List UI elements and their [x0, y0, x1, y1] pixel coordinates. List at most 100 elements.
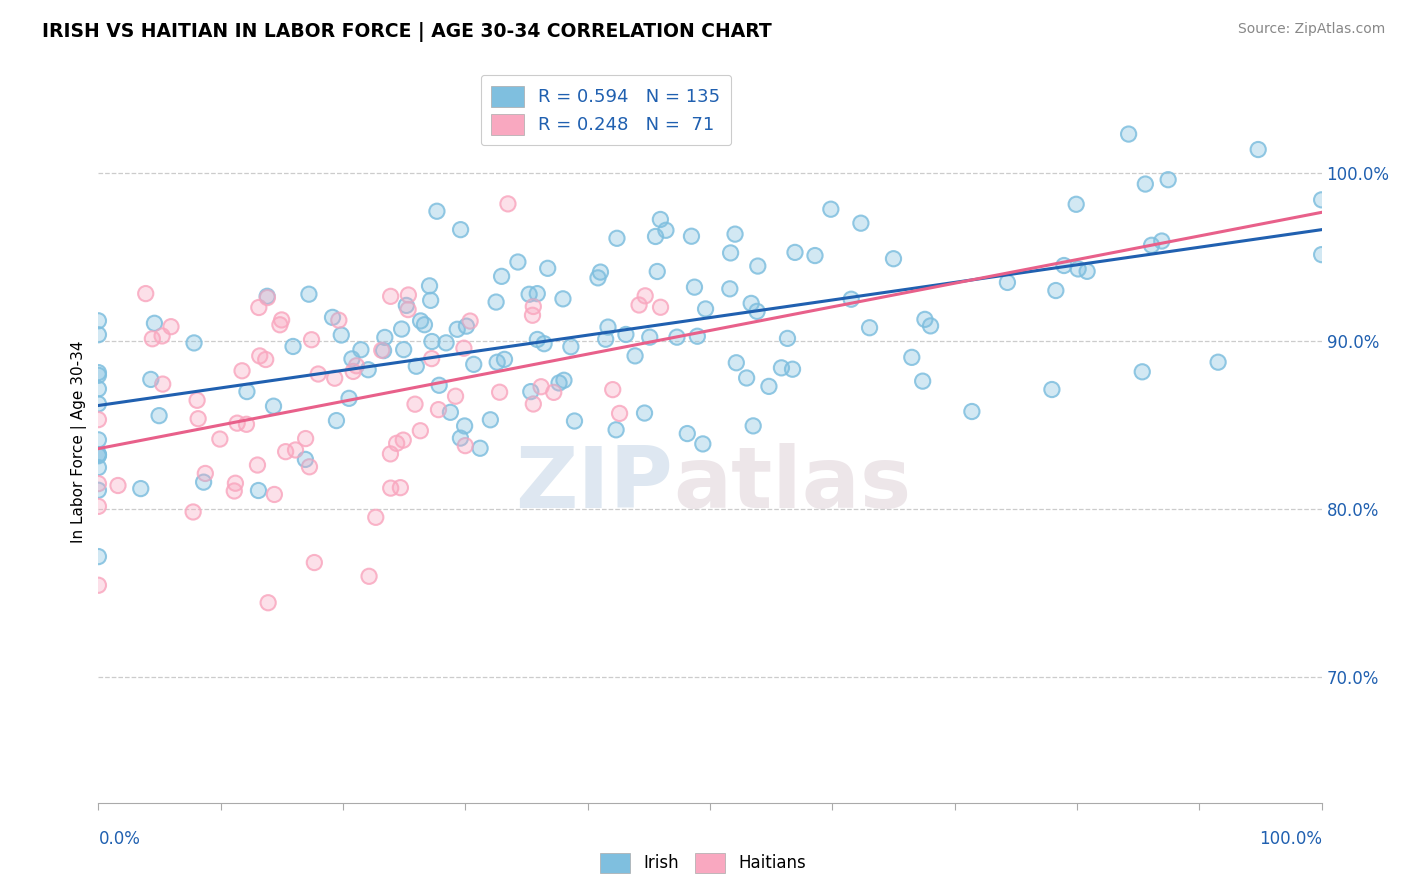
Point — [849, 216, 872, 230]
Point — [87, 397, 110, 411]
Point — [634, 289, 657, 303]
Point — [385, 436, 408, 450]
Point — [520, 384, 543, 399]
Point — [330, 328, 353, 343]
Point — [364, 510, 387, 524]
Point — [596, 320, 619, 334]
Point — [87, 476, 110, 491]
Point — [463, 357, 485, 371]
Point — [357, 569, 380, 583]
Point — [638, 330, 661, 344]
Point — [434, 335, 457, 350]
Point — [247, 301, 270, 315]
Point — [181, 505, 204, 519]
Point — [87, 578, 110, 592]
Point — [419, 293, 441, 308]
Point — [645, 264, 668, 278]
Point — [413, 318, 436, 332]
Point — [1247, 143, 1270, 157]
Point — [181, 505, 204, 519]
Point — [87, 366, 110, 380]
Point — [638, 330, 661, 344]
Point — [614, 327, 637, 342]
Point — [1150, 234, 1173, 248]
Point — [139, 372, 162, 386]
Point — [960, 404, 983, 418]
Point — [187, 411, 209, 425]
Point — [770, 360, 793, 375]
Point — [548, 376, 571, 390]
Point — [614, 327, 637, 342]
Point — [606, 231, 628, 245]
Point — [901, 351, 924, 365]
Point — [235, 417, 257, 432]
Point — [633, 406, 655, 420]
Point — [530, 380, 553, 394]
Point — [439, 405, 461, 419]
Point — [479, 413, 502, 427]
Point — [186, 393, 208, 408]
Point — [485, 295, 508, 310]
Point — [148, 409, 170, 423]
Point — [543, 385, 565, 400]
Point — [294, 452, 316, 467]
Point — [725, 356, 748, 370]
Point — [839, 292, 862, 306]
Point — [1118, 127, 1140, 141]
Point — [650, 300, 672, 314]
Point — [960, 404, 983, 418]
Point — [364, 510, 387, 524]
Point — [87, 433, 110, 447]
Point — [380, 447, 402, 461]
Point — [1310, 247, 1333, 261]
Point — [740, 296, 762, 310]
Point — [1310, 193, 1333, 207]
Point — [782, 362, 804, 376]
Point — [323, 371, 346, 385]
Point — [269, 318, 291, 332]
Point — [194, 467, 217, 481]
Point — [298, 459, 321, 474]
Text: IRISH VS HAITIAN IN LABOR FORCE | AGE 30-34 CORRELATION CHART: IRISH VS HAITIAN IN LABOR FORCE | AGE 30… — [42, 22, 772, 42]
Y-axis label: In Labor Force | Age 30-34: In Labor Force | Age 30-34 — [72, 340, 87, 543]
Point — [208, 432, 231, 446]
Point — [444, 389, 467, 403]
Point — [87, 327, 110, 342]
Point — [419, 278, 441, 293]
Point — [537, 261, 560, 276]
Point — [420, 351, 443, 366]
Point — [676, 426, 699, 441]
Point — [274, 444, 297, 458]
Point — [533, 336, 555, 351]
Point — [87, 448, 110, 462]
Point — [294, 432, 316, 446]
Point — [882, 252, 904, 266]
Point — [357, 569, 380, 583]
Point — [522, 300, 544, 314]
Point — [920, 318, 942, 333]
Point — [522, 397, 544, 411]
Point — [595, 332, 617, 346]
Point — [1140, 238, 1163, 252]
Point — [776, 331, 799, 345]
Point — [858, 320, 880, 334]
Point — [249, 349, 271, 363]
Point — [1135, 177, 1157, 191]
Point — [488, 385, 510, 400]
Point — [246, 458, 269, 472]
Point — [129, 482, 152, 496]
Point — [263, 487, 285, 501]
Point — [882, 252, 904, 266]
Point — [609, 406, 631, 420]
Point — [695, 301, 717, 316]
Point — [1067, 261, 1090, 276]
Point — [263, 487, 285, 501]
Point — [256, 291, 278, 305]
Point — [820, 202, 842, 217]
Point — [257, 596, 280, 610]
Point — [758, 379, 780, 393]
Point — [858, 320, 880, 334]
Point — [645, 264, 668, 278]
Point — [87, 382, 110, 396]
Point — [247, 483, 270, 498]
